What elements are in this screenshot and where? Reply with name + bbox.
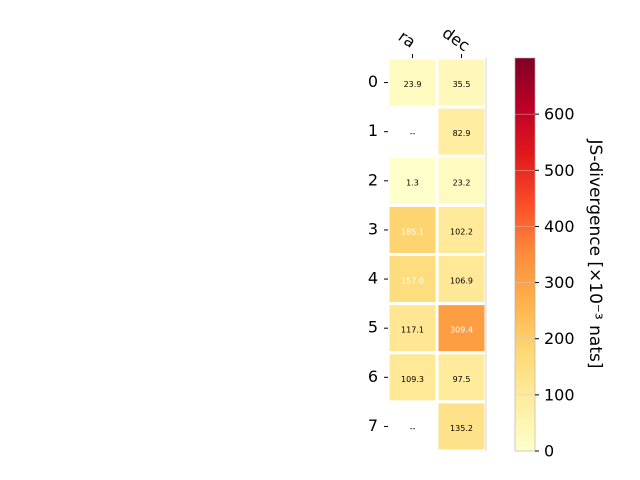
y-tick-label: 6 [368,367,378,386]
cell-value-label: 97.5 [453,375,471,384]
y-tick-label: 0 [368,72,378,91]
cell-value-label: 117.1 [401,326,424,335]
cell-value-label: 109.3 [401,375,424,384]
cell-value-label: 106.9 [450,277,473,286]
colorbar-tick-label: 200 [544,329,575,348]
y-tick-label: 1 [368,121,378,140]
y-tick-label: 2 [368,170,378,189]
cell-value-label: 309.4 [450,326,473,335]
x-tick-label: dec [439,23,473,55]
colorbar-tick-label: 100 [544,385,575,404]
y-tick-label: 5 [368,318,378,337]
cell-value-label: 23.2 [453,178,471,187]
cell-value-label: -- [410,424,416,433]
y-tick-label: 4 [368,269,378,288]
colorbar-tick-label: 400 [544,217,575,236]
cell-value-label: 157.0 [401,277,424,286]
cell-value-label: 35.5 [453,80,471,89]
cell-value-label: -- [410,129,416,138]
heatmap-cell [386,351,439,404]
colorbar-tick-label: 500 [544,161,575,180]
colorbar-label: JS-divergence [×10⁻³ nats] [585,139,605,369]
cell-value-label: 185.1 [401,227,424,236]
y-tick-label: 7 [368,416,378,435]
y-tick-label: 3 [368,219,378,238]
colorbar: JS-divergence [×10⁻³ nats] 0 100 200 300 400… [514,57,605,461]
cell-value-label: 23.9 [404,80,422,89]
colorbar-tick-label: 300 [544,273,575,292]
colorbar-tick-label: 0 [544,442,554,461]
cell-value-label: 1.3 [406,178,419,187]
colorbar-tick-label: 600 [544,105,575,124]
cell-value-label: 135.2 [450,424,473,433]
colorbar-gradient [514,57,536,452]
cell-value-label: 82.9 [453,129,471,138]
cell-value-label: 102.2 [450,227,473,236]
x-tick-label: ra [395,27,419,52]
heatmap-cells: 23.9 35.5 -- 82.9 1.3 23.2 185.1 102.2 157.0 106.… [386,56,488,453]
